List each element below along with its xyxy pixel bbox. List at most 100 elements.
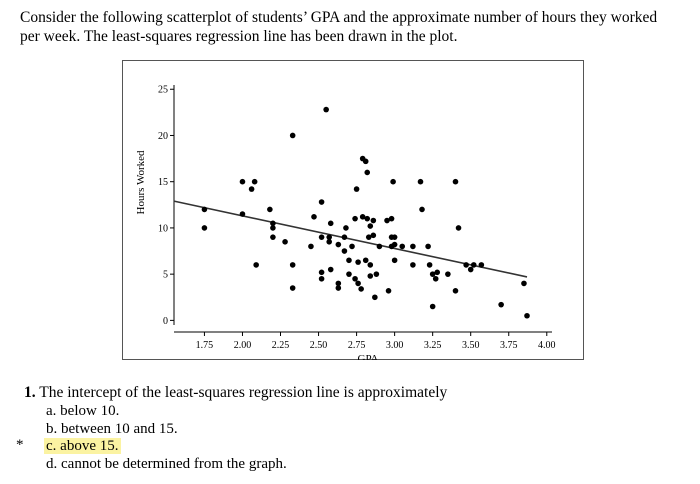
data-point xyxy=(355,280,361,287)
data-point xyxy=(385,287,392,294)
data-point xyxy=(367,262,374,268)
data-point xyxy=(498,301,504,308)
data-point xyxy=(362,257,369,264)
x-tick-label: 2.00 xyxy=(234,340,252,351)
data-point xyxy=(372,294,378,301)
option-c-label: c. above 15. xyxy=(44,438,122,455)
data-point xyxy=(367,273,374,279)
data-point xyxy=(432,275,439,282)
y-tick-label: 20 xyxy=(158,131,168,142)
data-point xyxy=(318,234,325,240)
data-point xyxy=(201,206,208,213)
data-point xyxy=(429,303,436,310)
data-point xyxy=(201,225,208,231)
data-point xyxy=(267,206,273,213)
data-point xyxy=(251,178,258,185)
data-point xyxy=(335,241,342,248)
data-point xyxy=(362,158,369,165)
x-tick-label: 4.00 xyxy=(538,340,556,351)
intro-line-2: per week. The least-squares regression l… xyxy=(20,28,458,45)
data-point xyxy=(270,225,276,231)
option-c[interactable]: c. above 15. xyxy=(44,438,287,456)
scatterplot-chart: 0 5 10 15 20 25 1.75 2.00 2.25 2.50 2.75 3.00 3.25 3.… xyxy=(135,85,556,360)
data-point xyxy=(417,178,424,185)
data-point xyxy=(318,275,325,282)
data-point xyxy=(419,206,425,213)
data-point xyxy=(391,241,398,248)
data-point xyxy=(253,262,259,268)
data-point xyxy=(239,178,246,185)
data-point xyxy=(399,243,406,250)
data-point xyxy=(270,234,276,240)
intro-line-1: Consider the following scatterplot of st… xyxy=(20,9,658,26)
question-number: 1. xyxy=(24,384,36,401)
data-point xyxy=(289,285,296,291)
data-point xyxy=(434,269,441,276)
data-point xyxy=(335,280,342,287)
data-point xyxy=(452,178,459,185)
x-tick-label: 2.25 xyxy=(272,340,290,351)
data-point xyxy=(335,285,342,291)
data-point xyxy=(426,262,433,268)
data-point xyxy=(384,217,390,224)
data-point xyxy=(391,234,398,240)
data-point xyxy=(326,238,332,245)
data-point xyxy=(349,243,355,250)
answer-options: a. below 10. b. between 10 and 15. c. ab… xyxy=(44,403,287,474)
data-point xyxy=(455,225,462,231)
data-point xyxy=(410,243,416,250)
data-point xyxy=(343,225,349,231)
y-tick-label: 0 xyxy=(163,316,168,327)
data-point xyxy=(370,217,377,224)
y-tick-label: 25 xyxy=(158,85,168,96)
option-d[interactable]: d. cannot be determined from the graph. xyxy=(46,456,287,474)
x-tick-label: 3.75 xyxy=(500,340,518,351)
data-point xyxy=(367,223,374,229)
data-point xyxy=(353,186,360,192)
y-axis-title: Hours Worked xyxy=(135,150,147,214)
question: 1. The intercept of the least-squares re… xyxy=(24,384,447,402)
data-point xyxy=(359,214,366,220)
data-point xyxy=(318,269,325,276)
data-point xyxy=(308,243,314,250)
data-point xyxy=(346,271,352,277)
data-point xyxy=(425,243,431,250)
y-tick-label: 5 xyxy=(163,270,168,281)
x-tick-label: 3.25 xyxy=(424,340,442,351)
data-point xyxy=(364,215,371,222)
data-point xyxy=(282,238,288,245)
option-d-label: d. cannot be determined from the graph. xyxy=(46,455,287,472)
data-point xyxy=(358,286,364,292)
data-point xyxy=(470,262,477,268)
option-a[interactable]: a. below 10. xyxy=(46,403,287,421)
data-point xyxy=(364,169,371,176)
data-point xyxy=(463,262,469,268)
data-point xyxy=(410,262,416,268)
data-point xyxy=(445,271,451,277)
data-point xyxy=(452,287,459,294)
data-point xyxy=(373,271,380,277)
data-point xyxy=(323,106,329,113)
question-text: The intercept of the least-squares regre… xyxy=(39,384,448,401)
y-tick-label: 15 xyxy=(158,177,168,188)
data-point xyxy=(289,262,296,268)
data-point xyxy=(365,234,372,240)
data-point xyxy=(239,211,246,217)
x-tick-label: 3.50 xyxy=(462,340,480,351)
y-tick-label: 10 xyxy=(158,223,168,234)
data-point xyxy=(388,215,395,222)
data-point xyxy=(352,215,358,222)
data-point xyxy=(467,266,474,273)
x-tick-label: 2.75 xyxy=(348,340,366,351)
data-point xyxy=(270,220,276,227)
x-tick-label: 1.75 xyxy=(196,340,214,351)
data-point xyxy=(327,220,334,227)
data-point xyxy=(521,280,527,287)
x-tick-label: 3.00 xyxy=(386,340,404,351)
option-b[interactable]: b. between 10 and 15. xyxy=(46,421,287,439)
data-point xyxy=(311,214,317,220)
data-point xyxy=(248,186,255,192)
data-point xyxy=(341,248,348,254)
data-point xyxy=(289,132,296,139)
data-point xyxy=(390,178,396,185)
